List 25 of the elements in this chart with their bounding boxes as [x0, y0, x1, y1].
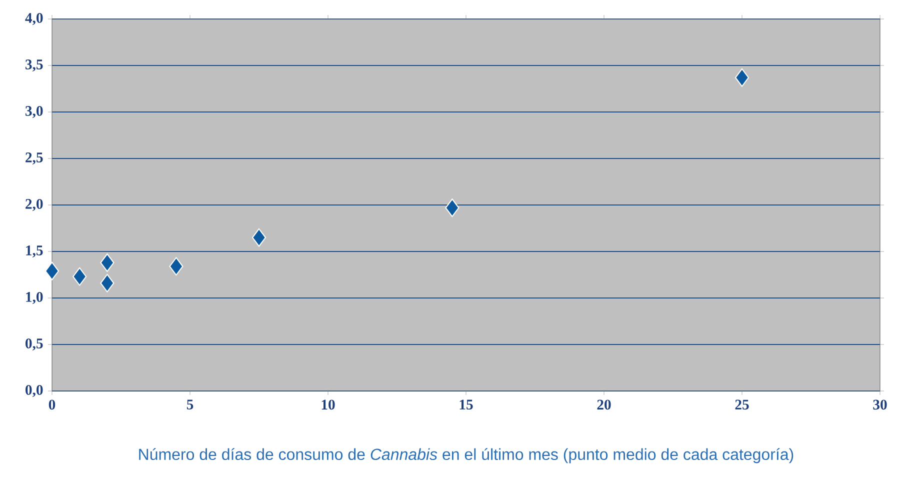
y-tick-label: 0,0: [26, 385, 43, 398]
point: [72, 267, 87, 286]
x-tick-label: 20: [597, 400, 611, 410]
point: [100, 274, 114, 292]
y-tick-label: 2,5: [26, 152, 43, 164]
point: [445, 198, 460, 217]
x-tick-label: 0: [48, 400, 56, 410]
y-tick-label: 3,5: [26, 60, 43, 72]
x-tick-label: 10: [322, 400, 335, 410]
y-tick-label: 1,0: [26, 292, 43, 304]
x-axis-title: Número de días de consumo de Cannabis en el último mes (punto medio de cada categoría): [139, 448, 794, 464]
point: [169, 257, 184, 276]
y-tick-label: 4,0: [25, 13, 43, 26]
point: [252, 228, 266, 247]
y-tick-label: 2,0: [26, 199, 43, 212]
y-tick-label: 1,5: [26, 246, 43, 258]
point: [44, 262, 60, 280]
x-tick-label: 30: [873, 400, 887, 410]
point: [100, 253, 114, 272]
point: [734, 68, 750, 87]
x-tick-label: 5: [186, 400, 194, 410]
x-tick-label: 25: [735, 400, 749, 410]
y-tick-label: 3,0: [26, 106, 43, 118]
x-tick-label: 15: [460, 400, 473, 410]
y-tick-label: 0,5: [26, 338, 43, 351]
